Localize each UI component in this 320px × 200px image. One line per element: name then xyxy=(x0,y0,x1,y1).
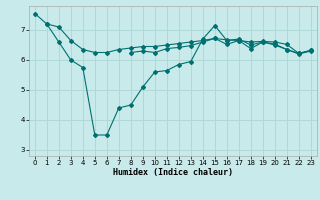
X-axis label: Humidex (Indice chaleur): Humidex (Indice chaleur) xyxy=(113,168,233,177)
